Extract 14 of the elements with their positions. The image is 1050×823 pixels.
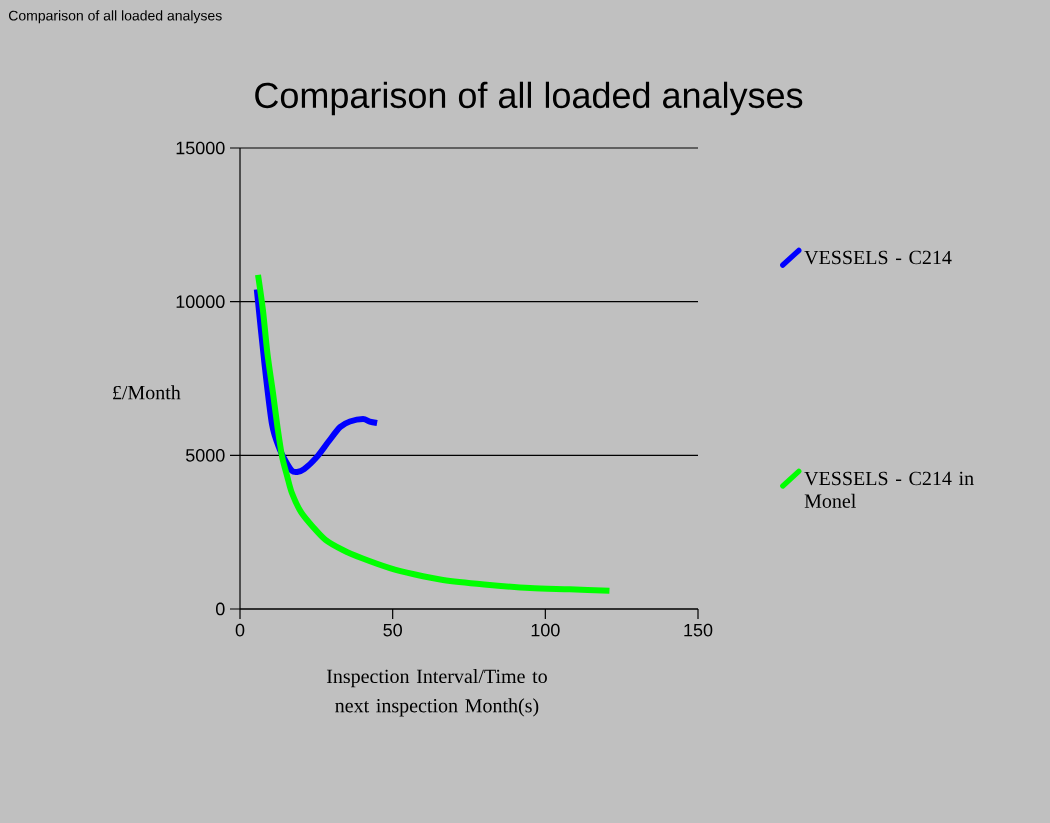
- x-tick-label: 50: [383, 623, 402, 637]
- text: Comparison of all loaded analyses: [8, 10, 222, 24]
- y-tick-label: 10000: [176, 295, 225, 309]
- y-tick-label: 0: [215, 602, 225, 616]
- x-axis-title: Inspection Interval/Time to next inspection Month(s): [326, 669, 547, 717]
- x-tick-label: 150: [684, 623, 713, 637]
- chart-title: Comparison of all loaded analyses: [255, 81, 803, 116]
- legend-label: VESSELS - C214 in Monel: [804, 471, 974, 508]
- x-tick-label: 100: [531, 623, 560, 637]
- legend-label: VESSELS - C214: [804, 250, 952, 265]
- y-tick-label: 15000: [176, 141, 225, 155]
- y-axis-title: £/Month: [113, 385, 181, 400]
- y-tick-label: 5000: [185, 448, 225, 462]
- x-tick-label: 0: [235, 623, 245, 637]
